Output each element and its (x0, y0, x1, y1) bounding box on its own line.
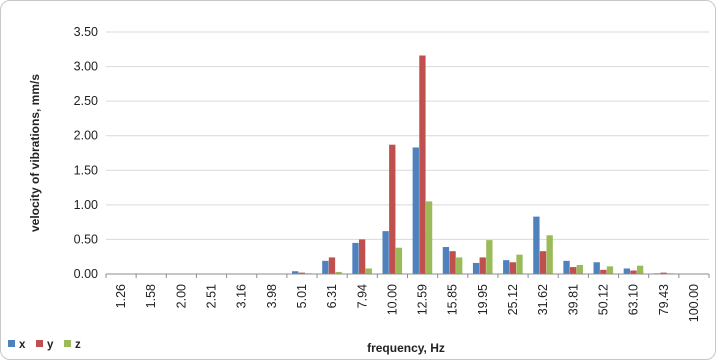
legend-label-z: z (75, 339, 81, 351)
legend-swatch-x (8, 340, 15, 347)
x-tick-label: 2.51 (205, 284, 219, 308)
y-tick-label: 2.50 (74, 94, 98, 108)
bar-y-79.43 (660, 272, 667, 274)
x-tick-label: 63.10 (627, 284, 641, 315)
bar-y-12.59 (419, 55, 426, 275)
x-tick-label: 39.81 (566, 284, 580, 315)
x-tick-label: 31.62 (536, 284, 550, 315)
y-tick-label: 1.00 (74, 198, 98, 212)
y-tick-label: 3.50 (74, 25, 98, 39)
bar-x-31.62 (533, 216, 540, 274)
bar-z-12.59 (425, 201, 433, 274)
bar-y-25.12 (509, 262, 517, 274)
y-tick-label: 0.50 (74, 232, 98, 246)
y-tick-label: 2.00 (74, 129, 98, 143)
x-tick-label: 5.01 (295, 284, 309, 308)
bar-x-5.01 (292, 271, 299, 274)
gridlines (106, 31, 709, 240)
bar-y-7.94 (358, 239, 366, 274)
x-tick-label: 100.00 (687, 284, 701, 322)
y-tick-label: 0.00 (74, 267, 98, 281)
x-tick-label: 15.85 (446, 284, 460, 315)
bar-y-19.95 (479, 257, 486, 274)
bar-y-15.85 (449, 251, 456, 274)
y-tick-label: 1.50 (74, 163, 98, 177)
bar-x-10.00 (382, 231, 389, 274)
bars (292, 55, 674, 275)
bar-z-63.10 (636, 265, 644, 274)
x-tick-label: 12.59 (416, 284, 430, 315)
bar-y-63.10 (630, 270, 637, 274)
bar-y-39.81 (570, 267, 577, 274)
bar-y-5.01 (298, 272, 305, 274)
x-tick-label: 25.12 (506, 284, 520, 315)
x-tick-label: 19.95 (476, 284, 490, 315)
bar-z-39.81 (576, 265, 583, 274)
bar-z-50.12 (606, 266, 614, 274)
x-tick-label: 1.58 (144, 284, 158, 308)
x-axis-title: frequency, Hz (367, 341, 445, 355)
bar-x-12.59 (412, 147, 419, 274)
x-tick-label: 2.00 (174, 284, 188, 308)
axes (105, 273, 710, 278)
legend-label-x: x (19, 339, 26, 351)
bar-x-39.81 (563, 260, 570, 274)
x-tick-label: 79.43 (657, 284, 671, 315)
bar-z-25.12 (516, 254, 523, 274)
x-tick-labels: 1.26 1.58 2.00 2.51 3.16 3.98 5.01 6.31 7.94 10.0… (114, 284, 701, 322)
bar-x-6.31 (322, 260, 329, 274)
bar-x-63.10 (623, 268, 631, 274)
x-tick-label: 3.98 (265, 284, 279, 308)
bar-x-50.12 (593, 262, 600, 274)
x-tick-label: 1.26 (114, 284, 128, 308)
bar-z-15.85 (456, 257, 463, 274)
bar-y-50.12 (600, 269, 607, 274)
bar-z-19.95 (486, 240, 493, 274)
bar-y-6.31 (328, 257, 336, 274)
bar-x-19.95 (472, 262, 480, 274)
legend-swatch-z (64, 340, 71, 347)
bar-x-15.85 (442, 247, 450, 274)
y-tick-labels: 0.00 0.50 1.00 1.50 2.00 2.50 3.00 3.50 (74, 25, 98, 281)
legend-label-y: y (47, 339, 54, 351)
y-tick-label: 3.00 (74, 60, 98, 74)
x-tick-label: 6.31 (325, 284, 339, 308)
x-tick-label: 7.94 (355, 284, 369, 308)
bar-x-25.12 (503, 260, 510, 274)
bar-z-6.31 (335, 271, 342, 274)
x-tick-label: 50.12 (597, 284, 611, 315)
bar-z-31.62 (546, 235, 553, 274)
legend-swatch-y (36, 340, 43, 347)
x-tick-label: 3.16 (235, 284, 249, 308)
bar-z-7.94 (365, 268, 372, 274)
legend: x y z (8, 339, 81, 351)
bar-x-7.94 (352, 242, 359, 274)
bar-y-10.00 (389, 144, 396, 274)
x-tick-label: 10.00 (385, 284, 399, 315)
bar-z-10.00 (395, 247, 403, 274)
bar-y-31.62 (539, 251, 547, 274)
y-axis-title: velocity of vibrations, mm/s (28, 74, 42, 232)
